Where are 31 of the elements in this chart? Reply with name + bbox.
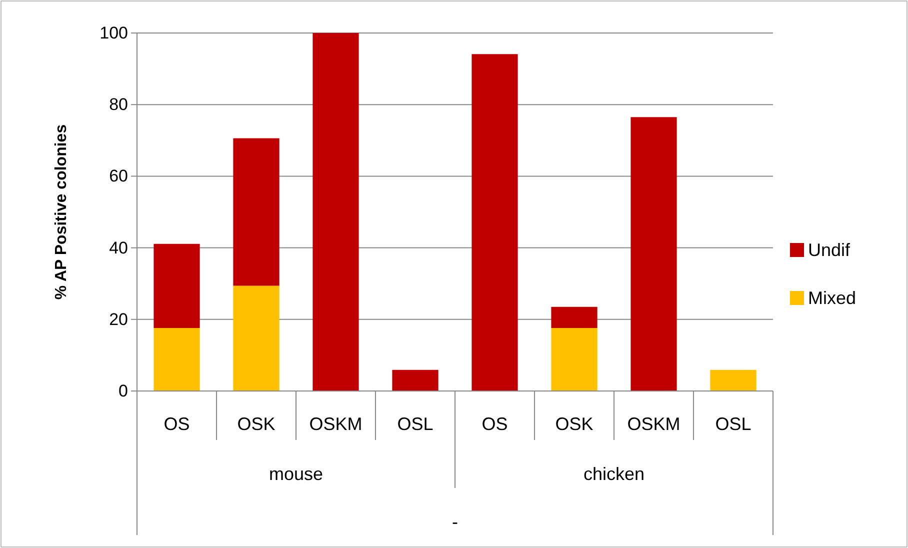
bar (233, 286, 280, 391)
legend-label: Undif (808, 240, 852, 260)
bar (710, 370, 756, 391)
x-tick-label: OSK (237, 414, 276, 434)
bar (630, 117, 677, 391)
y-axis-title: % AP Positive colonies (53, 124, 70, 300)
legend-label: Mixed (808, 288, 856, 308)
bar (392, 370, 438, 391)
bar (233, 138, 280, 286)
y-tick-label: 20 (109, 310, 128, 329)
y-tick-label: 60 (109, 166, 128, 186)
bar (472, 54, 518, 391)
bar (312, 33, 359, 391)
y-tick-label: 40 (109, 238, 128, 258)
x-tick-label: OS (482, 414, 508, 434)
bar (551, 306, 598, 328)
x-axis-title: - (452, 512, 458, 532)
x-tick-label: OSK (555, 414, 594, 434)
bar (551, 328, 598, 391)
bar (154, 328, 200, 391)
text: mouse (268, 464, 324, 484)
x-tick-label: OSKM (309, 414, 362, 434)
y-tick-label: 80 (109, 95, 128, 114)
x-tick-label: OSL (397, 414, 434, 434)
x-tick-label: OSL (715, 414, 752, 434)
y-tick-label: 0 (118, 381, 128, 400)
x-tick-label: OS (164, 414, 190, 434)
y-tick-label: 100 (100, 23, 128, 42)
bar (154, 244, 200, 328)
text: chicken (583, 464, 645, 484)
x-tick-label: OSKM (627, 414, 680, 434)
